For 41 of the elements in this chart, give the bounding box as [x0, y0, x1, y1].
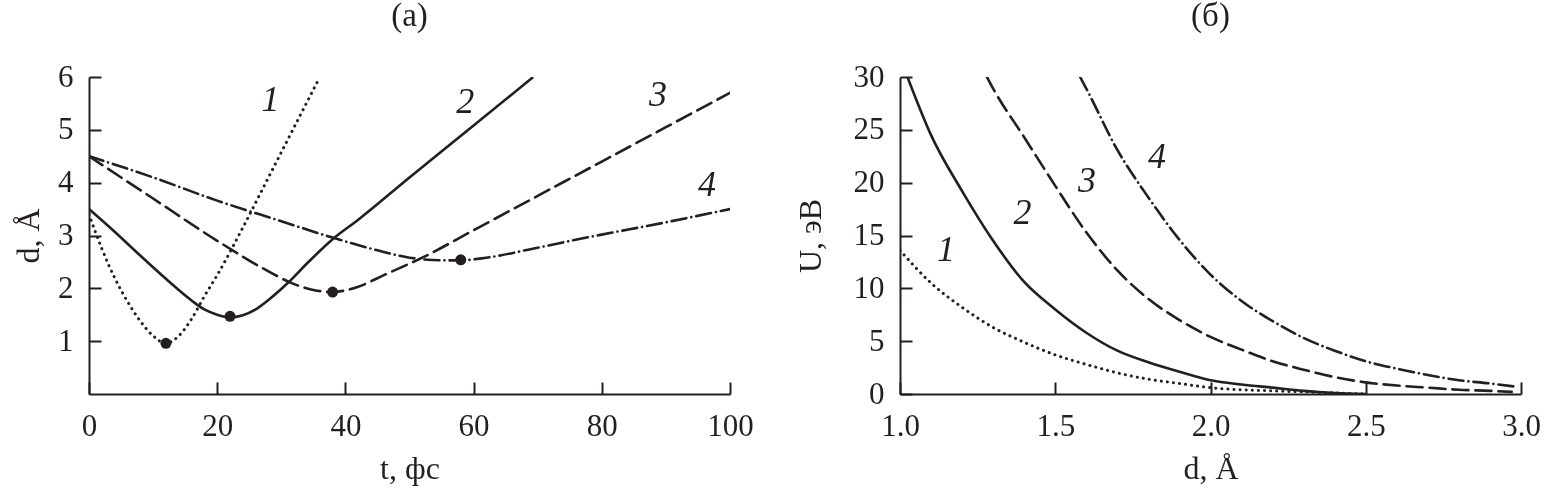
- x-tick-label: 0: [81, 407, 98, 443]
- series-label: 2: [456, 81, 475, 121]
- y-tick-label: 25: [853, 111, 885, 147]
- x-axis-title: d, Å: [1183, 449, 1239, 486]
- chart-title: (б): [1191, 0, 1230, 34]
- x-tick-label: 100: [707, 407, 754, 443]
- line-series: [1078, 77, 1517, 388]
- point: [455, 254, 467, 266]
- point: [224, 310, 236, 322]
- x-tick-label: 2.5: [1346, 407, 1386, 443]
- series-label: 1: [937, 229, 955, 270]
- point: [160, 337, 172, 349]
- y-tick-label: 20: [853, 164, 885, 200]
- x-axis-title: t, фс: [380, 449, 440, 486]
- y-tick-label: 5: [58, 111, 74, 147]
- y-tick-label: 3: [58, 217, 74, 252]
- x-tick-label: 3.0: [1502, 407, 1541, 443]
- x-tick-label: 20: [202, 407, 234, 443]
- chart-title: (а): [391, 0, 428, 34]
- series-label: 3: [648, 73, 667, 114]
- y-tick-label: 30: [853, 58, 885, 94]
- y-tick-label: 6: [58, 58, 74, 94]
- y-tick-label: 1: [58, 322, 74, 358]
- series-label: 2: [1013, 192, 1032, 232]
- x-tick-label: 80: [586, 407, 618, 443]
- point: [327, 286, 339, 298]
- series-label: 4: [1148, 136, 1167, 176]
- x-tick-label: 40: [330, 407, 362, 443]
- x-tick-label: 1.5: [1036, 407, 1076, 443]
- series-label: 4: [698, 164, 716, 205]
- series-label: 3: [1076, 160, 1096, 200]
- y-tick-label: 4: [58, 164, 74, 200]
- series-label: 1: [261, 78, 280, 119]
- y-axis-title: d, Å: [10, 208, 46, 264]
- y-tick-label: 10: [853, 269, 885, 305]
- x-tick-label: 2.0: [1191, 407, 1231, 443]
- y-tick-label: 15: [853, 217, 885, 252]
- y-axis-title: U, эВ: [791, 198, 828, 274]
- y-tick-label: 2: [58, 269, 74, 305]
- x-tick-label: 60: [458, 407, 490, 443]
- y-tick-label: 5: [869, 322, 885, 358]
